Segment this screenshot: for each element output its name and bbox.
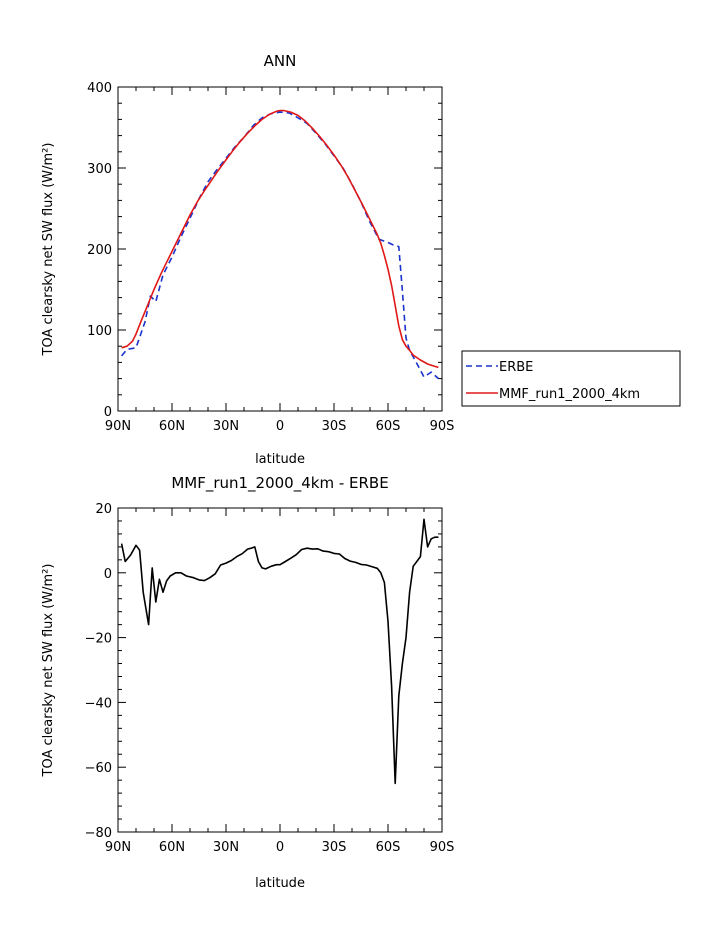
bottom-chart-series: [120, 518, 439, 785]
top-chart-x-axis-label: latitude: [255, 452, 305, 467]
bottom-chart-y-tick-label: −60: [85, 761, 112, 776]
top-chart-x-tick-label: 30S: [322, 419, 347, 434]
bottom-chart-title: MMF_run1_2000_4km - ERBE: [171, 474, 388, 493]
bottom-chart-x-tick-label: 90N: [105, 840, 131, 855]
top-chart-series-line-erbe: [120, 111, 439, 380]
bottom-chart-x-tick-label: 90S: [430, 840, 455, 855]
bottom-chart-y-axis-label: TOA clearsky net SW flux (W/m²): [41, 564, 56, 778]
bottom-chart-series-line-1: [120, 518, 439, 785]
top-chart-x-tick-label: 30N: [213, 419, 239, 434]
top-chart-y-tick-label: 300: [87, 162, 112, 177]
top-chart-series-line-mmf-run1-2000-4km: [121, 109, 439, 369]
top-chart-x-tick-label: 90N: [105, 419, 131, 434]
legend: ERBE MMF_run1_2000_4km: [461, 350, 681, 407]
top-chart-ticks: 90N 60N 30N 0 30S 60S 90S 0 100 200 300 400: [87, 81, 454, 434]
top-chart-x-tick-label: 90S: [430, 419, 455, 434]
bottom-chart-y-tick-label: −40: [85, 696, 112, 711]
legend-box: [461, 350, 681, 407]
bottom-chart-x-tick-label: 30S: [322, 840, 347, 855]
bottom-chart-y-tick-label: 20: [95, 502, 112, 517]
bottom-chart-x-tick-label: 60S: [376, 840, 401, 855]
bottom-chart-x-axis-label: latitude: [255, 876, 305, 891]
top-chart-y-tick-label: 200: [87, 243, 112, 258]
bottom-chart-y-tick-label: 0: [104, 567, 112, 582]
bottom-chart-x-tick-label: 60N: [159, 840, 185, 855]
bottom-chart-y-tick-label: −20: [85, 632, 112, 647]
top-chart-y-tick-label: 400: [87, 81, 112, 96]
top-chart-x-tick-label: 60N: [159, 419, 185, 434]
bottom-chart-plot-frame: [117, 507, 443, 833]
bottom-chart-x-tick-label: 30N: [213, 840, 239, 855]
bottom-chart-x-tick-label: 0: [276, 840, 284, 855]
top-chart-x-tick-label: 60S: [376, 419, 401, 434]
bottom-chart-y-tick-label: −80: [85, 826, 112, 841]
bottom-chart: MMF_run1_2000_4km - ERBE TOA clearsky ne…: [41, 474, 454, 891]
top-chart-plot-frame: [117, 86, 443, 412]
legend-label-erbe: ERBE: [499, 360, 533, 375]
top-chart-series: [120, 109, 439, 380]
bottom-chart-ticks: 90N 60N 30N 0 30S 60S 90S −80 −60 −40 −20 0 20: [85, 502, 455, 855]
top-chart-y-tick-label: 100: [87, 324, 112, 339]
top-chart-y-axis-label: TOA clearsky net SW flux (W/m²): [41, 143, 56, 357]
legend-label-mmf: MMF_run1_2000_4km: [499, 387, 640, 402]
top-chart: ANN TOA clearsky net SW flux (W/m²) lati…: [41, 52, 454, 467]
top-chart-y-tick-label: 0: [104, 405, 112, 420]
top-chart-x-tick-label: 0: [276, 419, 284, 434]
top-chart-title: ANN: [264, 52, 297, 70]
